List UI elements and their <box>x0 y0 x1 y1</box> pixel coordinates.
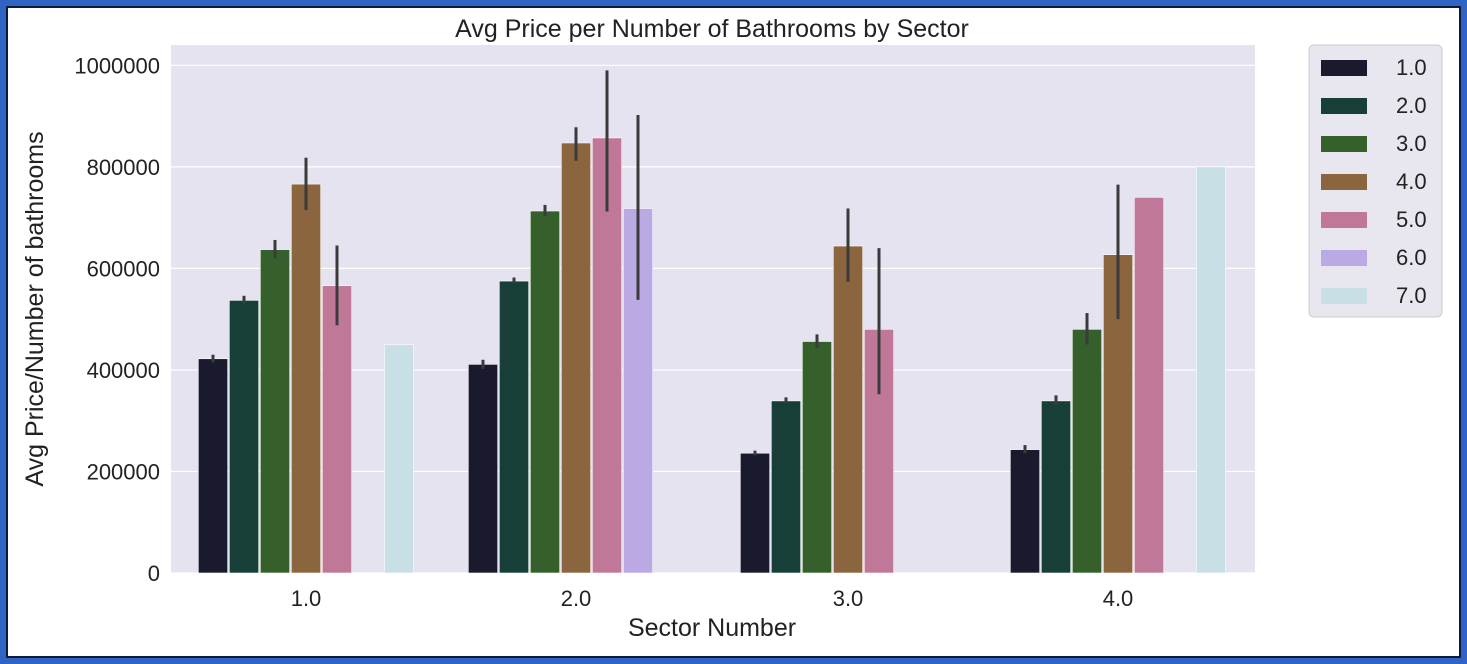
bar <box>229 300 260 574</box>
bar <box>529 210 560 574</box>
bar <box>832 245 863 574</box>
legend-label: 3.0 <box>1396 131 1427 156</box>
y-tick-label: 800000 <box>87 155 160 180</box>
legend-swatch <box>1321 174 1367 190</box>
bar <box>1196 166 1227 574</box>
error-bars <box>211 70 1120 456</box>
y-axis-label: Avg Price/Number of bathrooms <box>21 131 49 486</box>
legend-label: 7.0 <box>1396 283 1427 308</box>
x-tick-labels: 1.0 2.0 3.0 4.0 <box>291 586 1134 611</box>
legend-label: 1.0 <box>1396 55 1427 80</box>
x-tick-label: 4.0 <box>1103 586 1134 611</box>
bar <box>259 249 290 574</box>
chart-title: Avg Price per Number of Bathrooms by Sec… <box>455 15 969 43</box>
y-tick-label: 0 <box>148 561 160 586</box>
y-tick-label: 600000 <box>87 256 160 281</box>
bar <box>1041 400 1072 574</box>
y-tick-label: 1000000 <box>74 53 160 78</box>
legend-label: 4.0 <box>1396 169 1427 194</box>
bar <box>1072 329 1103 574</box>
legend-swatch <box>1321 60 1367 76</box>
x-tick-label: 1.0 <box>291 586 322 611</box>
legend-swatch <box>1321 136 1367 152</box>
bar <box>198 358 229 574</box>
y-tick-label: 400000 <box>87 358 160 383</box>
bar <box>801 341 832 574</box>
legend-swatch <box>1321 250 1367 266</box>
bar <box>770 400 801 574</box>
bar <box>290 183 321 574</box>
bar <box>498 280 529 574</box>
bar <box>1009 449 1040 574</box>
legend-label: 2.0 <box>1396 93 1427 118</box>
legend-label: 6.0 <box>1396 245 1427 270</box>
legend: 1.0 2.0 3.0 4.0 5.0 6.0 7.0 <box>1308 44 1443 318</box>
legend-swatch <box>1321 212 1367 228</box>
legend-swatch <box>1321 288 1367 304</box>
legend-label: 5.0 <box>1396 207 1427 232</box>
bar <box>1134 197 1165 574</box>
y-tick-labels: 0 200000 400000 600000 800000 1000000 <box>74 53 160 586</box>
legend-swatch <box>1321 98 1367 114</box>
bar <box>383 344 414 574</box>
bar <box>321 285 352 574</box>
x-tick-label: 2.0 <box>561 586 592 611</box>
bar <box>467 364 498 574</box>
bar <box>560 142 591 574</box>
x-tick-label: 3.0 <box>833 586 864 611</box>
bar <box>739 452 770 574</box>
y-tick-label: 200000 <box>87 459 160 484</box>
x-axis-label: Sector Number <box>628 614 796 642</box>
